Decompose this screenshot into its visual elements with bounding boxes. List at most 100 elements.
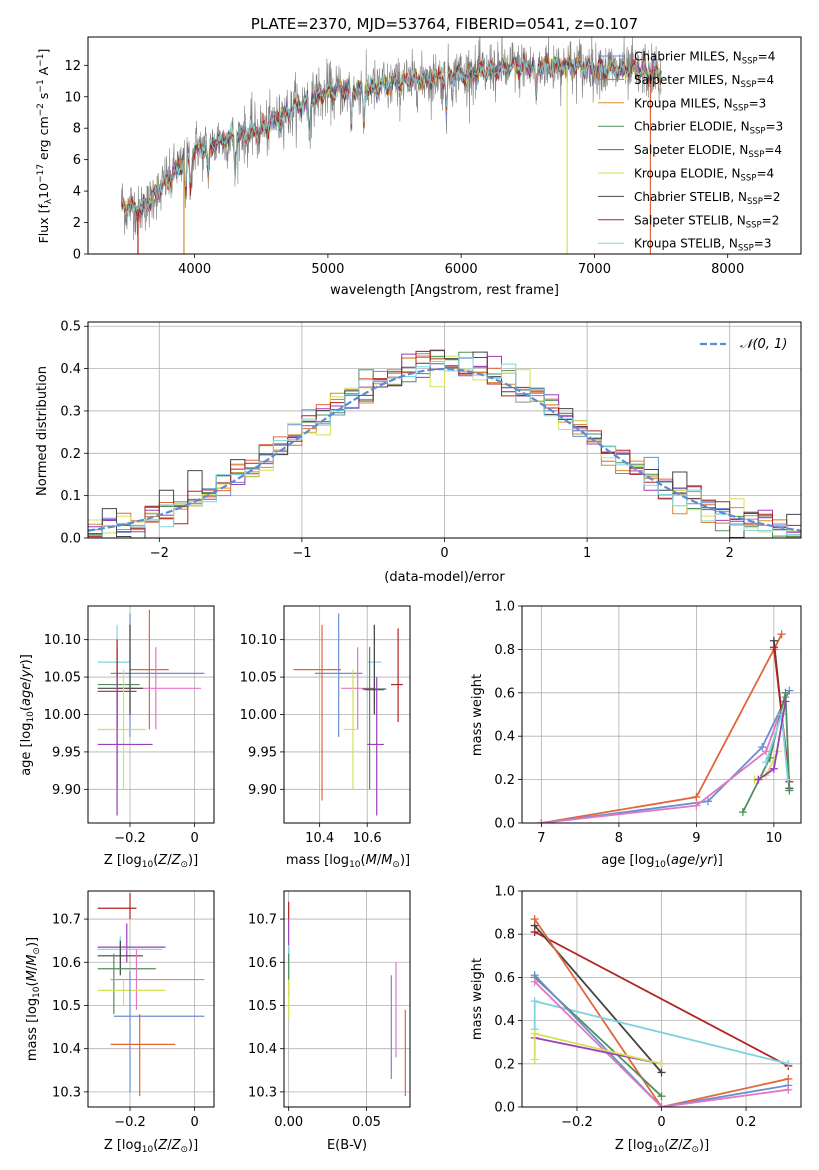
- wAge-xtick-label: 7: [537, 831, 545, 846]
- wZ-ytick-label: 1.0: [494, 885, 515, 900]
- mZ-ytick-label: 10.7: [52, 913, 81, 928]
- residuals-ytick-label: 0.2: [60, 447, 81, 462]
- wage-ylabel: mass weight: [470, 674, 485, 756]
- wz-ylabel: mass weight: [470, 958, 485, 1040]
- ageZ-xtick-label: −0.2: [114, 831, 146, 846]
- mass-weight-marker: [784, 1059, 793, 1068]
- mass-weight-line: [534, 931, 789, 1067]
- age-vs-z-panel: −0.2 0 9.90 9.95 10.00 10.05 10.10 Z [log10(Z/…: [19, 605, 215, 870]
- mass-weight-marker: [754, 775, 763, 784]
- legend-label-sub: SSP: [741, 174, 757, 184]
- legend-label-sub: SSP: [742, 57, 758, 67]
- residual-histogram-step: [88, 350, 801, 538]
- legend-label-rest: =3: [766, 120, 784, 134]
- residuals-ytick-label: 0.4: [60, 362, 81, 377]
- spectrum-ylabel: Flux [fλ10−17 erg cm−2 s−1 A−1]: [36, 49, 54, 244]
- agez-ylabel: age [log10(age/yr)]: [19, 654, 36, 776]
- spectrum-ytick-label: 0: [73, 248, 81, 263]
- mass-weight-marker: [783, 775, 792, 784]
- wAge-ytick-label: 0.8: [494, 643, 515, 658]
- mass-weight-marker: [704, 797, 712, 806]
- mZ-frame: [87, 890, 215, 1108]
- legend-label: Salpeter MILES, NSSP=4: [634, 73, 774, 90]
- spectrum-xtick-label: 5000: [311, 262, 344, 277]
- legend-label-rest: =3: [754, 237, 772, 251]
- wZ-ytick-label: 0.6: [494, 971, 515, 986]
- ageM-xtick-label: 10.4: [305, 831, 334, 846]
- residuals-xtick-label: 1: [583, 546, 591, 561]
- spectrum-frame: [87, 36, 802, 255]
- residuals-data: [88, 349, 801, 538]
- mass-weight-marker: [530, 997, 539, 1006]
- mass-weight-marker: [758, 743, 767, 752]
- spectrum-ytick-label: 2: [73, 216, 81, 231]
- mass-weight-marker: [657, 1068, 666, 1077]
- mE-xtick-label: 0.05: [352, 1115, 381, 1130]
- ageM-ytick-label: 10.00: [240, 708, 277, 723]
- ageM-xtick-label: 10.6: [353, 831, 382, 846]
- wage-xlabel: age [log10(age/yr)]: [601, 853, 723, 870]
- mass-weight-marker: [537, 819, 546, 823]
- mZ-ytick-label: 10.5: [52, 999, 81, 1014]
- spectrum-ytick-label: 10: [64, 90, 81, 105]
- wZ-ytick-label: 0.4: [494, 1014, 515, 1029]
- mass-vs-ebv-panel: 0.00 0.05 10.3 10.4 10.5 10.6 10.7 E(B-V): [248, 890, 411, 1153]
- age-vs-mass-panel: 10.4 10.6 9.90 9.95 10.00 10.05 10.10 mass [lo…: [240, 605, 411, 870]
- wAge-xtick-label: 9: [692, 831, 700, 846]
- mZ-ytick-label: 10.6: [52, 956, 81, 971]
- mass-weight-marker: [530, 1055, 539, 1064]
- mZ-data: [97, 893, 205, 1097]
- mass-weight-line: [541, 633, 783, 823]
- mE-ytick-label: 10.5: [248, 999, 277, 1014]
- residuals-ytick-label: 0.0: [60, 532, 81, 547]
- residual-histogram-step: [88, 356, 801, 538]
- wAge-xtick-label: 8: [615, 831, 623, 846]
- mass-weight-marker: [657, 1092, 666, 1101]
- mass-weight-marker: [692, 792, 701, 801]
- agem-xlabel: mass [log10(M/M⊙)]: [286, 853, 410, 870]
- residuals-frame: [87, 321, 802, 539]
- ageZ-ytick-label: 9.95: [52, 745, 81, 760]
- mass-weight-line: [533, 1032, 662, 1065]
- spectrum-xtick-label: 8000: [711, 262, 744, 277]
- mz-xlabel: Z [log10(Z/Z⊙)]: [104, 1138, 198, 1155]
- wAge-data: [537, 630, 794, 823]
- residuals-ytick-label: 0.5: [60, 320, 81, 335]
- model-spectrum-line: [120, 56, 662, 218]
- wAge-ytick-label: 1.0: [494, 600, 515, 615]
- mass-weight-marker: [762, 758, 771, 767]
- mZ-xtick-label: 0: [190, 1115, 198, 1130]
- mass-weight-marker: [785, 786, 794, 795]
- wZ-ytick-label: 0.2: [494, 1057, 515, 1072]
- residuals-ytick-label: 0.1: [60, 489, 81, 504]
- spectrum-xtick-label: 7000: [578, 262, 611, 277]
- mass-weight-marker: [784, 1085, 793, 1094]
- spectrum-ytick-label: 6: [73, 153, 81, 168]
- wz-xlabel: Z [log10(Z/Z⊙)]: [615, 1138, 709, 1155]
- spectrum-ytick-label: 12: [64, 59, 81, 74]
- massweight-vs-z-panel: −0.2 0 0.2 0.0 0.2 0.4 0.6 0.8 1.0 Z [log10(Z/Z⊙…: [470, 885, 802, 1155]
- ageM-ytick-label: 9.95: [248, 745, 277, 760]
- mass-weight-line: [534, 981, 789, 1107]
- mass-weight-line: [541, 690, 791, 823]
- ageM-ytick-label: 9.90: [248, 783, 277, 798]
- legend-label-sub: SSP: [747, 197, 763, 207]
- legend-label-rest: =3: [749, 96, 767, 110]
- legend-label-rest: =2: [762, 213, 780, 227]
- mass-weight-marker: [657, 1059, 666, 1068]
- legend-label-sub: SSP: [738, 244, 754, 254]
- mass-weight-line: [541, 696, 787, 823]
- legend-label-sub: SSP: [746, 220, 762, 230]
- mass-weight-marker: [777, 630, 786, 639]
- mE-ytick-label: 10.3: [248, 1085, 277, 1100]
- wAge-xtick-label: 10: [766, 831, 783, 846]
- residuals-xtick-label: 2: [726, 546, 734, 561]
- wZ-xtick-label: −0.2: [561, 1115, 593, 1130]
- mass-weight-marker: [530, 977, 539, 986]
- residuals-ytick-label: 0.3: [60, 404, 81, 419]
- ageM-frame: [283, 605, 411, 824]
- mass-weight-marker: [738, 808, 747, 817]
- residual-panel: −2 −1 0 1 2 0.0 0.1 0.2 0.3 0.4 0.5 (data-model)/e…: [35, 320, 802, 585]
- residuals-xtick-label: 0: [440, 546, 448, 561]
